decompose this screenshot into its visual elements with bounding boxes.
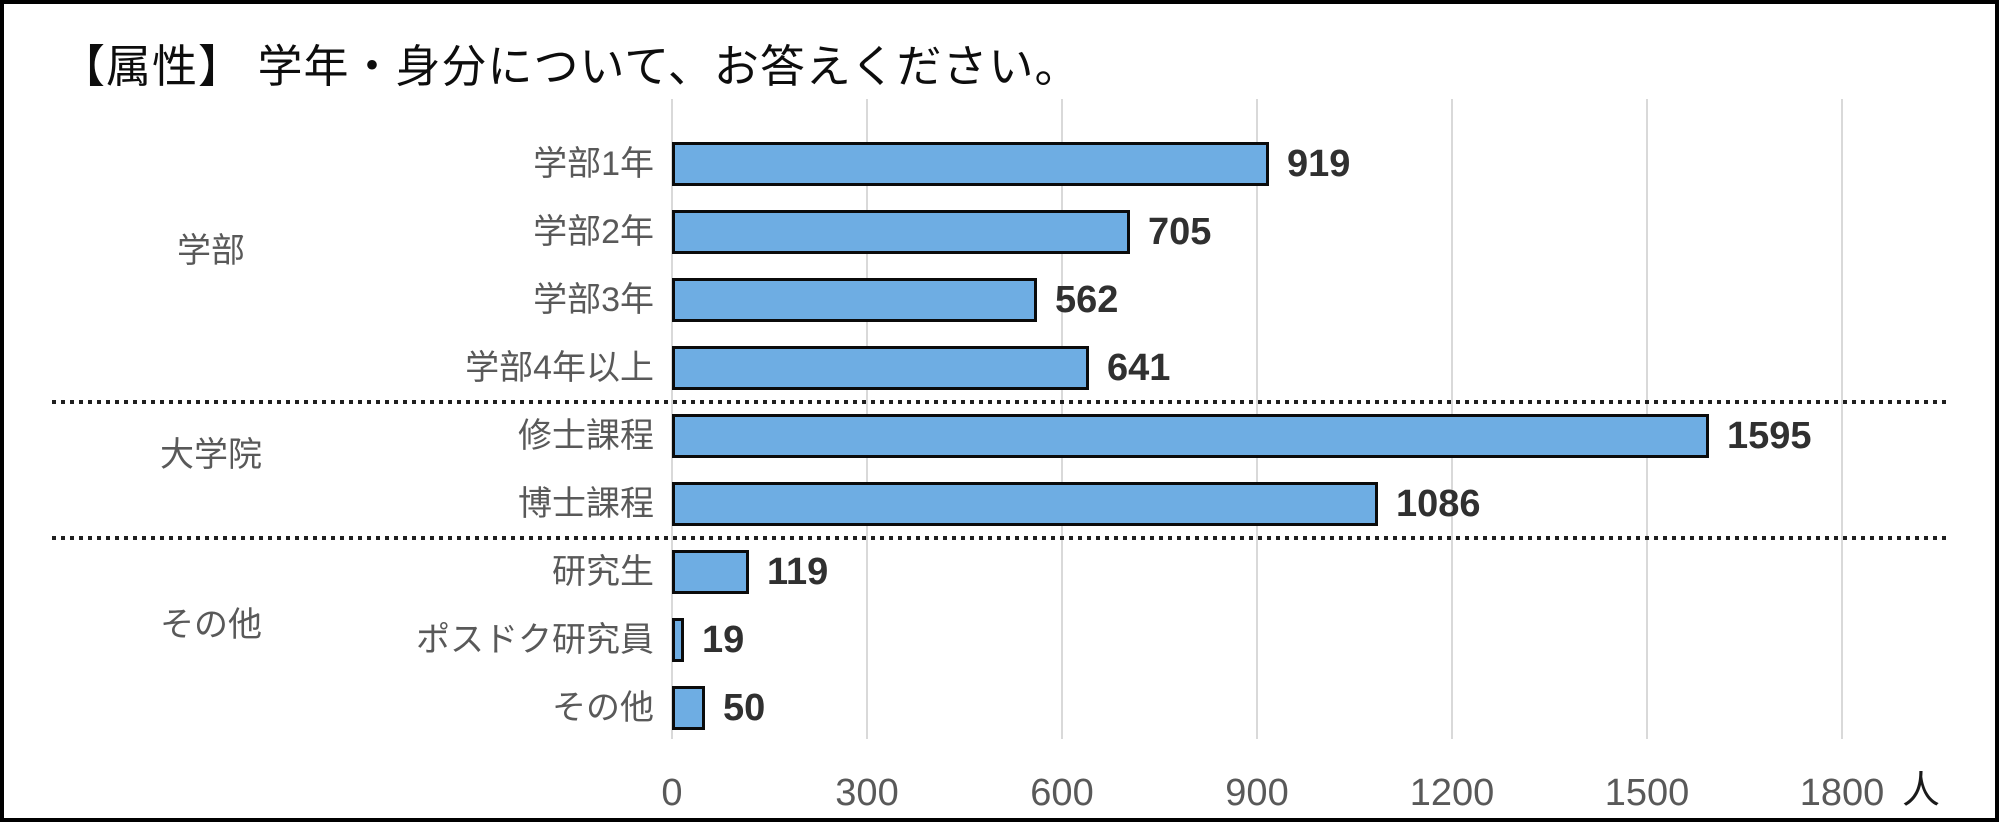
x-tick-label: 1200: [1409, 772, 1495, 814]
bar: [672, 618, 684, 662]
x-tick-label: 0: [661, 772, 683, 814]
category-label: 学部3年: [533, 281, 654, 319]
bar: [672, 482, 1378, 526]
chart-title: 【属性】 学年・身分について、お答えください。: [60, 41, 1081, 92]
bar-value-label: 705: [1148, 211, 1212, 253]
x-tick-label: 300: [835, 772, 899, 814]
bar-value-label: 19: [702, 619, 745, 661]
x-tick-label: 600: [1030, 772, 1094, 814]
category-label: 修士課程: [518, 417, 654, 455]
x-tick-label: 1500: [1604, 772, 1690, 814]
bar-value-label: 919: [1287, 143, 1351, 185]
bar-value-label: 50: [723, 687, 766, 729]
bar-value-label: 641: [1107, 347, 1171, 389]
category-label: その他: [552, 689, 654, 727]
bar-value-label: 1595: [1727, 415, 1812, 457]
x-tick-label: 900: [1225, 772, 1289, 814]
bar: [672, 278, 1037, 322]
category-label: 研究生: [552, 553, 654, 591]
axis-unit-label: 人: [1902, 770, 1941, 812]
gridline: [1841, 99, 1843, 739]
category-label: 学部4年以上: [465, 349, 654, 387]
bar: [672, 414, 1709, 458]
category-label: 博士課程: [518, 485, 654, 523]
group-label: 大学院: [160, 436, 262, 474]
x-tick-label: 1800: [1799, 772, 1885, 814]
category-label: 学部1年: [533, 145, 654, 183]
bar: [672, 346, 1089, 390]
group-label: その他: [160, 606, 262, 644]
bar-value-label: 562: [1055, 279, 1119, 321]
group-label: 学部: [177, 232, 245, 270]
bar-value-label: 119: [767, 551, 829, 593]
category-label: 学部2年: [533, 213, 654, 251]
category-label: ポスドク研究員: [416, 621, 654, 659]
bar-value-label: 1086: [1396, 483, 1481, 525]
separator-line: [52, 536, 1948, 540]
bar: [672, 550, 749, 594]
separator-line: [52, 400, 1948, 404]
bar: [672, 210, 1130, 254]
bar: [672, 142, 1269, 186]
bar: [672, 686, 705, 730]
